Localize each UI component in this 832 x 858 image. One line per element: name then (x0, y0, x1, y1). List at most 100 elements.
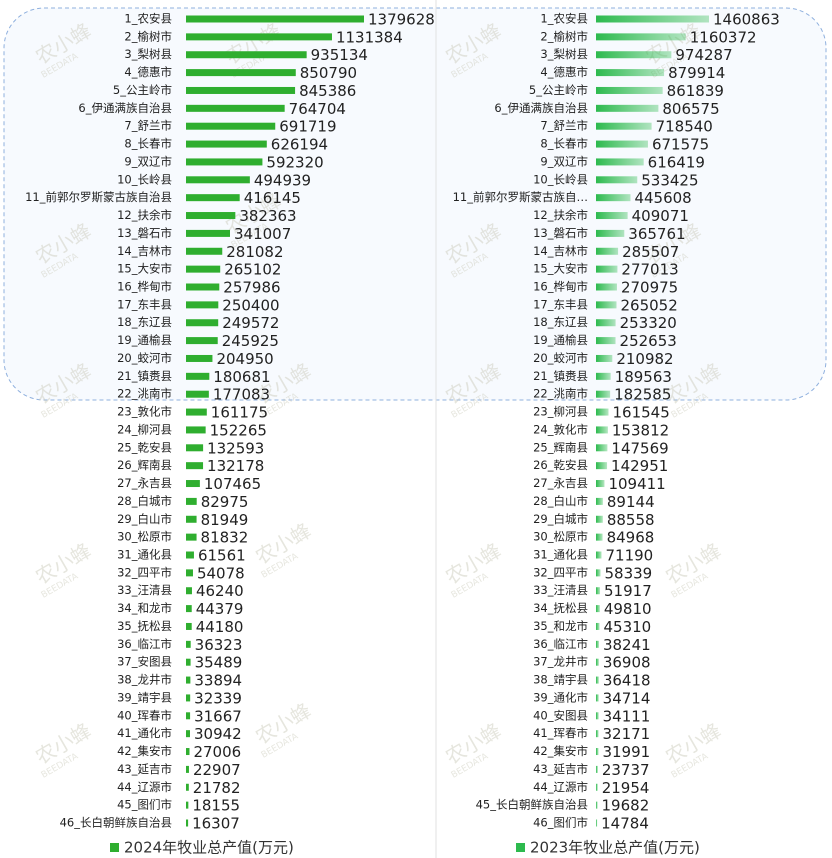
value-label: 533425 (641, 171, 698, 189)
value-label: 44379 (196, 600, 244, 618)
value-label: 27006 (193, 743, 241, 761)
category-label: 11_前郭尔罗斯蒙古族自治县 (25, 190, 172, 204)
bar (186, 265, 221, 273)
value-label: 109411 (608, 475, 665, 493)
value-label: 764704 (289, 100, 346, 118)
value-label: 142951 (611, 457, 668, 475)
category-label: 1_农安县 (124, 12, 172, 26)
bar (596, 69, 665, 77)
value-label: 245925 (222, 332, 279, 350)
value-label: 49810 (604, 600, 652, 618)
value-label: 51917 (604, 582, 652, 600)
value-label: 671575 (652, 136, 709, 154)
category-label: 15_大安市 (533, 262, 588, 276)
bar (596, 605, 600, 613)
category-label: 21_镇赉县 (117, 369, 172, 383)
bar (186, 337, 218, 345)
category-label: 18_东辽县 (117, 315, 172, 329)
bar (596, 676, 599, 684)
category-label: 22_洮南市 (117, 387, 172, 401)
value-label: 32171 (602, 725, 650, 743)
category-label: 13_磐石市 (533, 226, 588, 240)
category-label: 28_白城市 (117, 494, 172, 508)
bar (186, 51, 307, 59)
category-label: 25_辉南县 (533, 440, 588, 454)
category-label: 38_靖宇县 (533, 673, 588, 687)
bar (186, 390, 209, 398)
bar (186, 587, 192, 595)
value-label: 58339 (605, 564, 653, 582)
value-label: 845386 (299, 82, 356, 100)
value-label: 147569 (611, 439, 668, 457)
value-label: 81832 (201, 529, 249, 547)
bar (186, 69, 296, 77)
bar (186, 748, 190, 756)
value-label: 285507 (622, 243, 679, 261)
category-label: 45_图们市 (117, 798, 172, 812)
value-label: 161545 (612, 404, 669, 422)
bar (186, 497, 197, 505)
bar (596, 319, 616, 327)
legend-label: 2023年牧业总产值(万元) (530, 839, 700, 857)
category-label: 11_前郭尔罗斯蒙古族自… (453, 190, 588, 204)
bar (186, 801, 189, 809)
bar (596, 408, 609, 416)
value-label: 81949 (201, 511, 249, 529)
bar (596, 176, 638, 184)
category-label: 24_敦化市 (533, 422, 588, 436)
category-label: 32_四平市 (117, 565, 172, 579)
value-label: 592320 (266, 153, 323, 171)
bar (596, 712, 599, 720)
category-label: 36_临江市 (533, 637, 588, 651)
value-label: 21782 (193, 779, 241, 797)
bar (186, 104, 285, 112)
category-label: 1_农安县 (540, 12, 588, 26)
bar (596, 337, 616, 345)
value-label: 250400 (222, 296, 279, 314)
category-label: 16_桦甸市 (117, 280, 172, 294)
value-label: 416145 (244, 189, 301, 207)
value-label: 180681 (213, 368, 270, 386)
value-label: 107465 (204, 475, 261, 493)
value-label: 152265 (210, 421, 267, 439)
bar (186, 33, 332, 41)
category-label: 29_白山市 (117, 512, 172, 526)
bar (186, 176, 250, 184)
bar (596, 783, 598, 791)
bar (186, 194, 240, 202)
value-label: 204950 (216, 350, 273, 368)
value-label: 691719 (279, 118, 336, 136)
value-label: 33894 (194, 672, 242, 690)
bar (596, 33, 686, 41)
category-label: 7_舒兰市 (540, 119, 588, 133)
bar (186, 694, 191, 702)
category-label: 27_永吉县 (117, 476, 172, 490)
category-label: 28_白山市 (533, 494, 588, 508)
bar (596, 283, 617, 291)
category-label: 20_蛟河市 (533, 351, 588, 365)
value-label: 1160372 (690, 28, 757, 46)
category-label: 14_吉林市 (533, 244, 588, 258)
category-label: 10_长岭县 (117, 172, 172, 186)
value-label: 189563 (615, 368, 672, 386)
category-label: 32_四平市 (533, 565, 588, 579)
value-label: 61561 (198, 547, 246, 565)
bar (186, 301, 219, 309)
category-label: 26_乾安县 (533, 458, 588, 472)
bar (596, 694, 599, 702)
category-label: 44_辽源市 (533, 780, 588, 794)
category-label: 19_通榆县 (117, 333, 172, 347)
bar (596, 390, 611, 398)
value-label: 718540 (656, 118, 713, 136)
category-label: 12_扶余市 (117, 208, 172, 222)
category-label: 14_吉林市 (117, 244, 172, 258)
category-label: 31_通化县 (533, 548, 588, 562)
value-label: 616419 (648, 153, 705, 171)
bar (186, 569, 193, 577)
category-label: 12_扶余市 (533, 208, 588, 222)
category-label: 20_蛟河市 (117, 351, 172, 365)
category-label: 35_和龙市 (533, 619, 588, 633)
bar (186, 408, 207, 416)
bar (186, 551, 194, 559)
category-label: 34_抚松县 (533, 601, 588, 615)
